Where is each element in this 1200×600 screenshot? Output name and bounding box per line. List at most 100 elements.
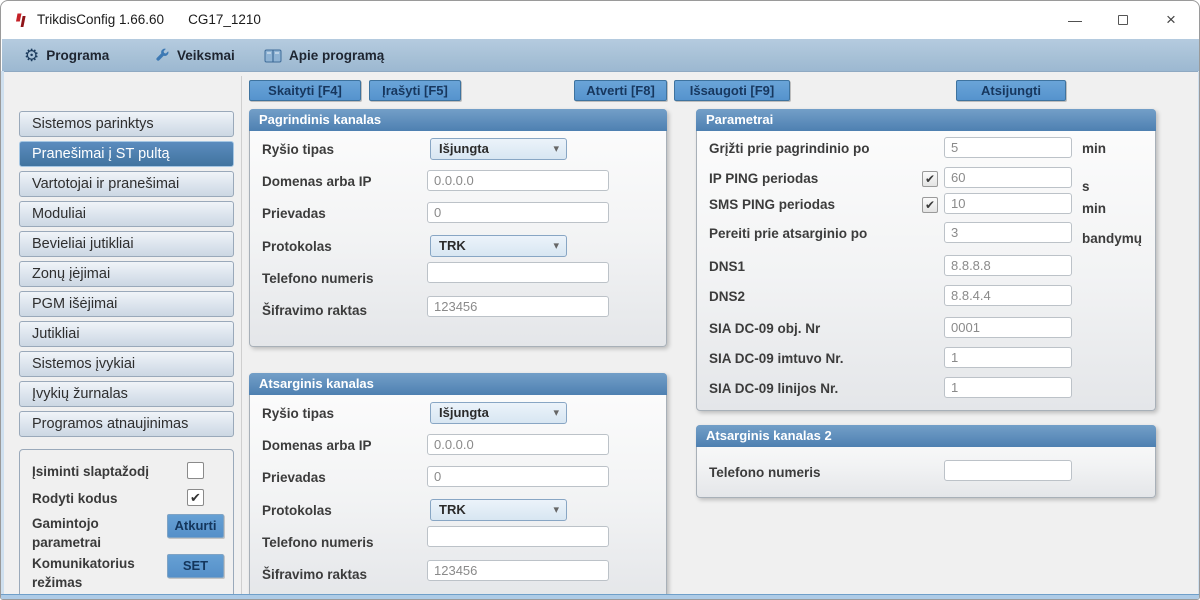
sidebar-item-sistemos-parinktys[interactable]: Sistemos parinktys [19,111,234,137]
protocol-dropdown[interactable]: TRK ▾ [430,499,567,521]
return-primary-unit: min [1082,141,1107,156]
ip-ping-checkbox[interactable]: ✔ [922,171,938,187]
checkmark-icon: ✔ [190,489,201,505]
menubar: ⚙ Programa Veiksmai Apie programą [2,39,1199,72]
dns2-input[interactable] [944,285,1072,306]
backup-channel-panel: Atsarginis kanalas Ryšio tipas Išjungta … [249,373,667,599]
menu-item-programa[interactable]: ⚙ Programa [16,39,117,72]
sms-ping-label: SMS PING periodas [709,197,836,212]
dns1-input[interactable] [944,255,1072,276]
show-codes-label: Rodyti kodus [32,491,118,506]
chevron-down-icon: ▾ [553,504,559,516]
menu-item-apie[interactable]: Apie programą [256,39,392,72]
protocol-value: TRK [439,238,466,253]
sidebar-item-pgm-isejimai[interactable]: PGM išėjimai [19,291,234,317]
encryption-key-input[interactable] [427,296,609,317]
window-title: TrikdisConfig 1.66.60 [37,12,165,27]
sms-ping-unit: min [1082,201,1107,216]
chevron-down-icon: ▾ [553,240,559,252]
domain-input[interactable] [427,434,609,455]
switch-backup-input[interactable] [944,222,1072,243]
sia-receiver-label: SIA DC-09 imtuvo Nr. [709,351,844,366]
primary-channel-panel: Pagrindinis kanalas Ryšio tipas Išjungta… [249,109,667,347]
gear-icon: ⚙ [24,46,40,65]
sidebar-item-zonu-iejimai[interactable]: Zonų įėjimai [19,261,234,287]
sidebar-item-jutikliai[interactable]: Jutikliai [19,321,234,347]
pane-divider [241,76,242,594]
minimize-button[interactable]: — [1053,1,1097,39]
read-button[interactable]: Skaityti [F4] [249,80,361,101]
backup-channel2-title: Atsarginis kanalas 2 [696,425,1156,447]
app-icon [16,13,26,27]
sidebar-item-sistemos-ivykiai[interactable]: Sistemos įvykiai [19,351,234,377]
close-icon: × [1166,10,1176,29]
menu-label: Programa [46,48,110,63]
switch-backup-label: Pereiti prie atsarginio po [709,226,868,241]
connection-type-dropdown[interactable]: Išjungta ▾ [430,138,567,160]
sia-object-input[interactable] [944,317,1072,338]
sidebar-item-bevieliai-jutikliai[interactable]: Bevieliai jutikliai [19,231,234,257]
ip-ping-input[interactable] [944,167,1072,188]
phone-input[interactable] [944,460,1072,481]
primary-channel-title: Pagrindinis kanalas [249,109,667,131]
chevron-down-icon: ▾ [553,407,559,419]
return-primary-input[interactable] [944,137,1072,158]
phone-input[interactable] [427,262,609,283]
port-label: Prievadas [262,206,326,221]
dns2-label: DNS2 [709,289,746,304]
window-bottom-edge [1,594,1199,599]
comm-mode-label-2: režimas [32,575,83,590]
comm-mode-label-1: Komunikatorius [32,556,135,571]
remember-password-checkbox[interactable]: ✔ [187,462,204,479]
connection-type-value: Išjungta [439,405,489,420]
sidebar-item-programos-atnaujinimas[interactable]: Programos atnaujinimas [19,411,234,437]
menu-label: Veiksmai [177,48,235,63]
book-icon [264,49,282,63]
write-button[interactable]: Įrašyti [F5] [369,80,461,101]
close-button[interactable]: × [1149,1,1193,39]
connection-type-label: Ryšio tipas [262,406,335,421]
set-button[interactable]: SET [167,554,224,578]
restore-button[interactable]: Atkurti [167,514,224,538]
titlebar: TrikdisConfig 1.66.60 CG17_1210 — × [1,1,1199,39]
port-input[interactable] [427,466,609,487]
menu-item-veiksmai[interactable]: Veiksmai [146,39,243,72]
sia-object-label: SIA DC-09 obj. Nr [709,321,821,336]
connection-type-label: Ryšio tipas [262,142,335,157]
port-input[interactable] [427,202,609,223]
backup-channel2-panel: Atsarginis kanalas 2 Telefono numeris [696,425,1156,498]
sia-line-input[interactable] [944,377,1072,398]
checkmark-icon: ✔ [924,172,936,186]
phone-label: Telefono numeris [262,535,374,550]
device-name: CG17_1210 [188,12,261,27]
maximize-button[interactable] [1101,1,1145,39]
sms-ping-input[interactable] [944,193,1072,214]
disconnect-button[interactable]: Atsijungti [956,80,1066,101]
phone-label: Telefono numeris [709,465,821,480]
show-codes-checkbox[interactable]: ✔ [187,489,204,506]
sia-receiver-input[interactable] [944,347,1072,368]
sms-ping-checkbox[interactable]: ✔ [922,197,938,213]
open-button[interactable]: Atverti [F8] [574,80,667,101]
encryption-key-label: Šifravimo raktas [262,303,368,318]
window-right-edge [1198,71,1199,599]
wrench-icon [154,48,170,64]
sidebar-item-vartotojai[interactable]: Vartotojai ir pranešimai [19,171,234,197]
encryption-key-input[interactable] [427,560,609,581]
connection-type-dropdown[interactable]: Išjungta ▾ [430,402,567,424]
domain-label: Domenas arba IP [262,438,372,453]
domain-label: Domenas arba IP [262,174,372,189]
phone-input[interactable] [427,526,609,547]
factory-params-label-2: parametrai [32,535,102,550]
encryption-key-label: Šifravimo raktas [262,567,368,582]
domain-input[interactable] [427,170,609,191]
options-box: Įsiminti slaptažodį ✔ Rodyti kodus ✔ Gam… [19,449,234,599]
sidebar-item-moduliai[interactable]: Moduliai [19,201,234,227]
sidebar-item-ivykiu-zurnalas[interactable]: Įvykių žurnalas [19,381,234,407]
save-button[interactable]: Išsaugoti [F9] [674,80,790,101]
protocol-dropdown[interactable]: TRK ▾ [430,235,567,257]
protocol-value: TRK [439,502,466,517]
sidebar-item-pranesimai-st-pulta[interactable]: Pranešimai į ST pultą [19,141,234,167]
sia-line-label: SIA DC-09 linijos Nr. [709,381,839,396]
